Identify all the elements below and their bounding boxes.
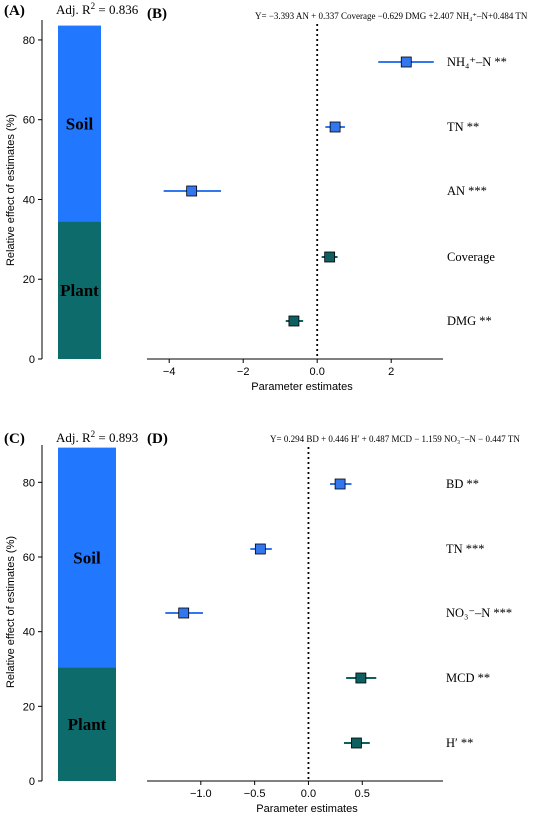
panel-d-equation: Y= 0.294 BD + 0.446 H′ + 0.487 MCD − 1.1… bbox=[270, 434, 520, 444]
x-tick-label: 0.0 bbox=[310, 366, 325, 378]
y-axis-label: Relative effect of estimates (%) bbox=[5, 114, 17, 266]
y-tick-label: 80 bbox=[23, 477, 35, 489]
panel-b-label: (B) bbox=[147, 6, 167, 22]
stacked-bar: Plant Soil bbox=[58, 447, 116, 781]
x-tick-label: −2 bbox=[237, 366, 250, 378]
x-tick-label: −1.0 bbox=[190, 788, 212, 800]
panel-d-label: (D) bbox=[147, 431, 168, 447]
panel-a-r2: Adj. R2 = 0.836 bbox=[56, 1, 139, 17]
estimate-marker bbox=[329, 121, 341, 133]
bar-segment-plant bbox=[58, 221, 101, 359]
bar-segment-plant bbox=[58, 667, 116, 781]
bar-segment-label: Soil bbox=[66, 114, 94, 133]
estimate-marker bbox=[254, 543, 266, 555]
x-tick-label: −4 bbox=[163, 366, 176, 378]
panel-a-label: (A) bbox=[4, 3, 25, 19]
panel-b-equation: Y= −3.393 AN + 0.337 Coverage −0.629 DMG… bbox=[255, 11, 528, 21]
predictor-label: Coverage bbox=[447, 250, 495, 264]
x-axis-ticks: −1.0 −0.5 0.0 0.5 bbox=[190, 781, 370, 800]
x-tick-label: 2 bbox=[388, 366, 394, 378]
x-tick-label: 0.0 bbox=[301, 788, 316, 800]
estimate-points: NH₄⁺–N ** TN ** AN *** Coverage DMG ** bbox=[163, 55, 507, 328]
bar-segment-label: Plant bbox=[68, 715, 107, 734]
bar-segment-soil bbox=[58, 447, 116, 668]
predictor-label: DMG ** bbox=[447, 314, 492, 328]
estimate-marker bbox=[400, 56, 412, 68]
y-tick-label: 60 bbox=[23, 552, 35, 564]
estimate-marker bbox=[178, 607, 190, 619]
predictor-label: NO₃⁻–N *** bbox=[446, 606, 512, 620]
x-tick-label: −0.5 bbox=[244, 788, 266, 800]
stacked-bar: Plant Soil bbox=[58, 25, 101, 359]
y-tick-label: 80 bbox=[23, 35, 35, 47]
y-tick-label: 60 bbox=[23, 115, 35, 127]
bar-segment-soil bbox=[58, 25, 101, 222]
estimate-points: BD ** TN *** NO₃⁻–N *** MCD ** H′ ** bbox=[165, 477, 512, 750]
panel-c-label: (C) bbox=[4, 431, 25, 447]
bar-segment-label: Soil bbox=[73, 548, 101, 567]
estimate-marker bbox=[334, 478, 346, 490]
predictor-label: NH₄⁺–N ** bbox=[447, 55, 507, 69]
x-axis-ticks: −4 −2 0.0 2 bbox=[163, 359, 394, 378]
panel-b: (B) Y= −3.393 AN + 0.337 Coverage −0.629… bbox=[147, 6, 528, 393]
y-tick-label: 20 bbox=[23, 274, 35, 286]
estimate-marker bbox=[351, 737, 362, 749]
y-tick-label: 40 bbox=[23, 627, 35, 639]
predictor-label: TN ** bbox=[447, 120, 479, 134]
predictor-label: TN *** bbox=[446, 542, 485, 556]
x-axis-label: Parameter estimates bbox=[256, 803, 358, 815]
x-tick-label: 0.5 bbox=[355, 788, 370, 800]
estimate-marker bbox=[355, 672, 367, 684]
predictor-label: BD ** bbox=[446, 477, 479, 491]
y-axis-label: Relative effect of estimates (%) bbox=[5, 536, 17, 688]
panel-d: (D) Y= 0.294 BD + 0.446 H′ + 0.487 MCD −… bbox=[147, 431, 520, 815]
y-tick-label: 20 bbox=[23, 701, 35, 713]
predictor-label: H′ ** bbox=[446, 736, 473, 750]
y-tick-label: 0 bbox=[29, 354, 35, 366]
estimate-marker bbox=[288, 315, 300, 327]
estimate-marker bbox=[186, 185, 198, 197]
y-tick-label: 40 bbox=[23, 194, 35, 206]
x-axis-label: Parameter estimates bbox=[251, 381, 353, 393]
estimate-marker bbox=[324, 251, 336, 263]
y-axis-ticks: 0 20 40 60 80 bbox=[23, 477, 42, 788]
y-tick-label: 0 bbox=[29, 776, 35, 788]
bar-segment-label: Plant bbox=[60, 281, 99, 300]
panel-c-r2: Adj. R2 = 0.893 bbox=[56, 429, 138, 445]
y-axis-ticks: 0 20 40 60 80 bbox=[23, 35, 42, 366]
predictor-label: AN *** bbox=[447, 184, 487, 198]
predictor-label: MCD ** bbox=[446, 671, 490, 685]
